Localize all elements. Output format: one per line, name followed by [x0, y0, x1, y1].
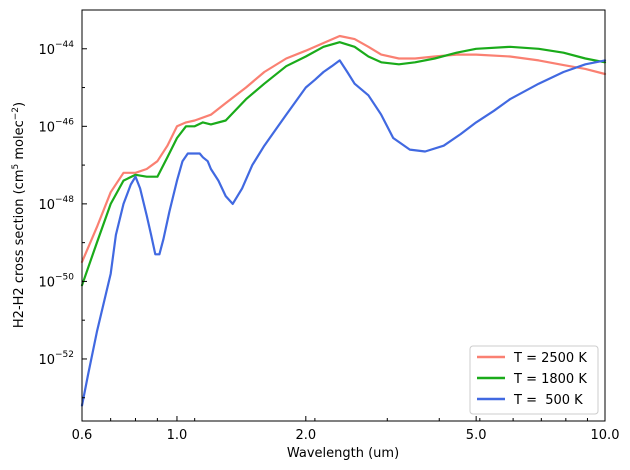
x-tick-label: 2.0: [295, 428, 316, 443]
x-tick-label: 0.6: [72, 428, 93, 443]
x-tick-label: 10.0: [591, 428, 620, 443]
x-tick-label: 5.0: [466, 428, 487, 443]
legend: T = 2500 K T = 1800 K T = 500 K: [469, 345, 599, 415]
y-axis-ticks: 10−52 10−50 10−48 10−46 10−44: [38, 9, 87, 399]
y-axis-label: H2-H2 cross section (cm5 molec−2): [11, 102, 27, 328]
x-axis-ticks: 0.6 1.0 2.0 5.0 10.0: [72, 416, 620, 443]
series-line-1: [80, 41, 607, 287]
legend-box: [469, 345, 599, 415]
y-tick-label: 10−46: [38, 117, 74, 135]
y-tick-label: 10−48: [38, 195, 74, 213]
x-axis-label: Wavelength (um): [287, 446, 399, 461]
legend-label: T = 1800 K: [513, 372, 587, 387]
y-tick-label: 10−50: [38, 272, 74, 290]
axes-frame: [81, 9, 606, 422]
x-tick-label: 1.0: [167, 428, 188, 443]
plot-lines: [80, 34, 607, 407]
series-line-2: [80, 59, 607, 407]
series-line-0: [80, 34, 607, 264]
y-tick-label: 10−44: [38, 40, 74, 58]
y-tick-label: 10−52: [38, 350, 74, 368]
legend-label: T = 500 K: [513, 393, 583, 408]
legend-label: T = 2500 K: [513, 351, 587, 366]
